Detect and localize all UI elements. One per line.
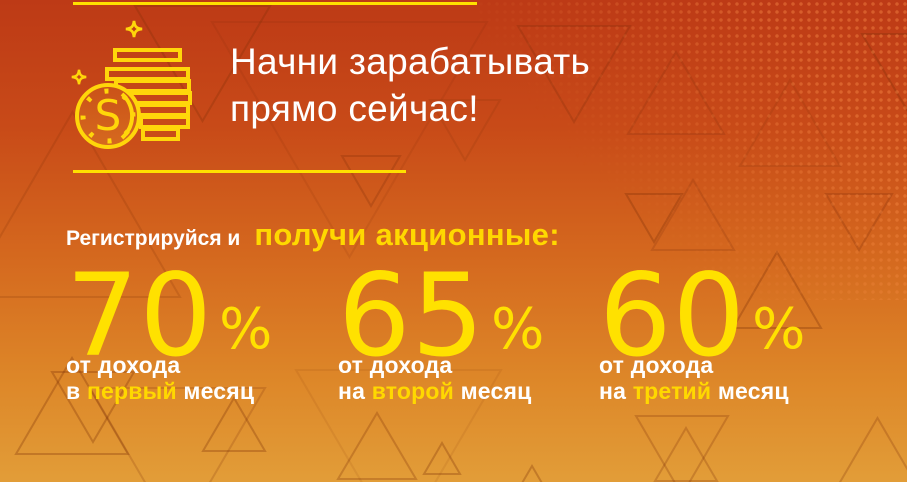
caption-accent-word: второй [371, 378, 454, 404]
subtitle-accent: получи акционные: [254, 217, 560, 252]
caption-word: на [599, 378, 627, 404]
offer-month-1: 70% от дохода в первый месяц [66, 259, 351, 405]
caption-accent-word: первый [86, 378, 177, 404]
caption-word: в [66, 378, 81, 404]
sparkle-icon [125, 20, 143, 38]
caption-word: месяц [460, 378, 532, 404]
offer-caption: от дохода на третий месяц [599, 352, 884, 404]
offer-caption-line1: от дохода [338, 352, 453, 378]
caption-word: на [338, 378, 366, 404]
sparkle-icon [71, 69, 87, 85]
offer-percent: 65% [338, 259, 623, 373]
offer-caption: от дохода на второй месяц [338, 352, 623, 404]
offer-value: 65 [338, 249, 486, 382]
subtitle-prefix: Регистрируйся и [66, 227, 241, 250]
dollar-coin [75, 83, 141, 149]
caption-word: месяц [717, 378, 789, 404]
offer-caption-line1: от дохода [66, 352, 181, 378]
offer-month-2: 65% от дохода на второй месяц [338, 259, 623, 405]
percent-sign: % [752, 297, 806, 362]
top-rule [73, 2, 477, 5]
caption-word: месяц [183, 378, 255, 404]
offer-caption-line2: в первый месяц [66, 378, 351, 404]
offer-value: 70 [66, 249, 214, 382]
offer-caption-line2: на второй месяц [338, 378, 623, 404]
percent-sign: % [219, 297, 273, 362]
offer-month-3: 60% от дохода на третий месяц [599, 259, 884, 405]
subtitle: Регистрируйся и получи акционные: [66, 217, 560, 253]
percent-sign: % [491, 297, 545, 362]
offer-caption-line1: от дохода [599, 352, 714, 378]
caption-accent-word: третий [632, 378, 712, 404]
divider-rule [73, 170, 406, 173]
offer-percent: 60% [599, 259, 884, 373]
headline-line1: Начни зарабатывать [230, 41, 591, 82]
coins-icon: S [71, 20, 192, 149]
offer-percent: 70% [66, 259, 351, 373]
offer-caption-line2: на третий месяц [599, 378, 884, 404]
offer-caption: от дохода в первый месяц [66, 352, 351, 404]
coin-letter: S [95, 91, 122, 140]
headline: Начни зарабатывать прямо сейчас! [230, 38, 590, 132]
headline-line2: прямо сейчас! [230, 88, 479, 129]
offer-value: 60 [599, 249, 747, 382]
